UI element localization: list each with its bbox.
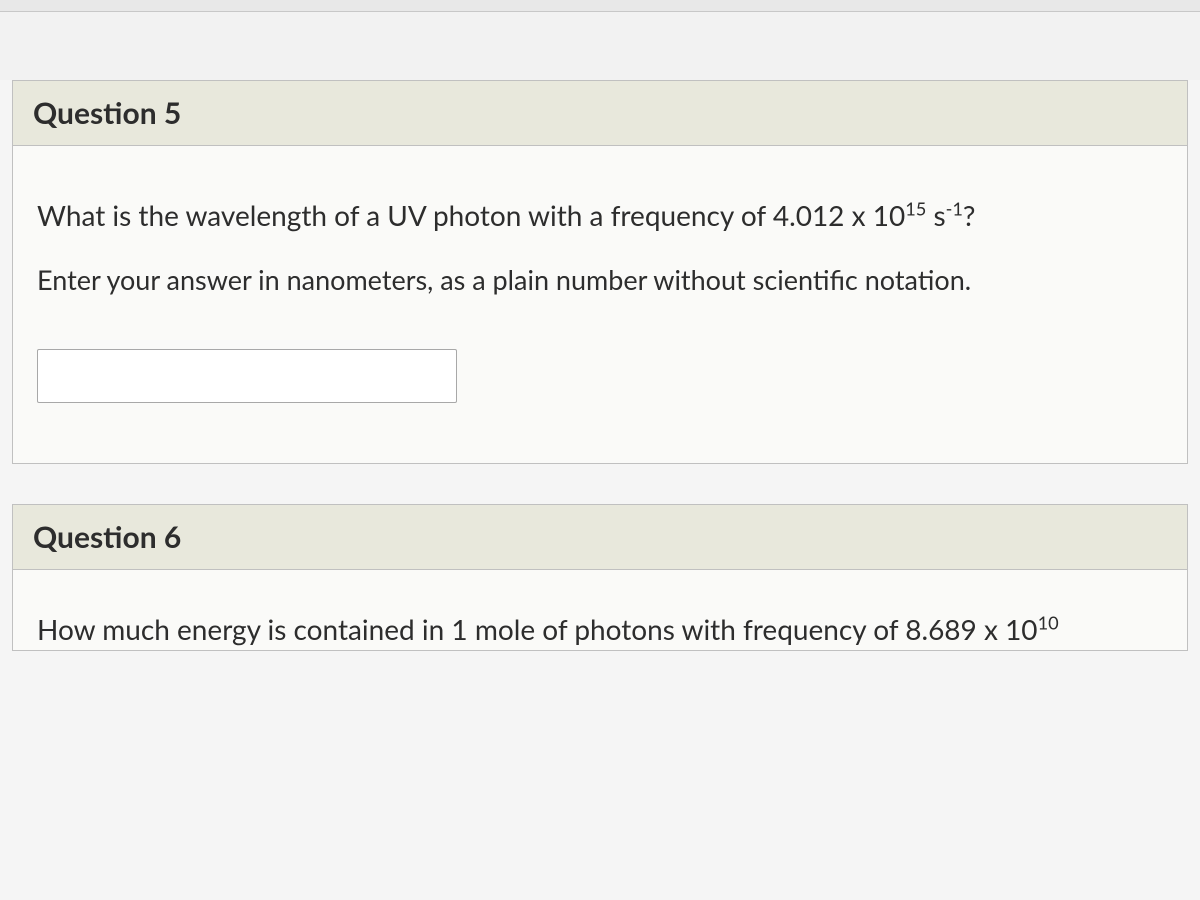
answer-input[interactable] — [37, 349, 457, 403]
question-5-prompt: What is the wavelength of a UV photon wi… — [37, 194, 1163, 236]
question-6-prompt: How much energy is contained in 1 mole o… — [37, 608, 1163, 650]
exponent-15: 15 — [905, 198, 926, 220]
top-spacer — [0, 12, 1200, 80]
question-5-body: What is the wavelength of a UV photon wi… — [13, 146, 1187, 463]
prompt-suffix: ? — [963, 198, 976, 232]
prompt-mid: s — [926, 198, 945, 232]
question-5-block: Question 5 What is the wavelength of a U… — [12, 80, 1188, 464]
question-6-header: Question 6 — [13, 505, 1187, 570]
question-5-title: Question 5 — [33, 95, 1167, 131]
q6-exponent: 10 — [1038, 611, 1059, 633]
question-6-block: Question 6 How much energy is contained … — [12, 504, 1188, 651]
question-6-title: Question 6 — [33, 519, 1167, 555]
exponent-neg1: -1 — [946, 198, 963, 220]
question-5-instruction: Enter your answer in nanometers, as a pl… — [37, 260, 1163, 301]
q6-prompt-prefix: How much energy is contained in 1 mole o… — [37, 612, 1038, 646]
window-top-edge — [0, 0, 1200, 12]
question-6-body: How much energy is contained in 1 mole o… — [13, 570, 1187, 650]
prompt-prefix: What is the wavelength of a UV photon wi… — [37, 198, 905, 232]
question-5-header: Question 5 — [13, 81, 1187, 146]
